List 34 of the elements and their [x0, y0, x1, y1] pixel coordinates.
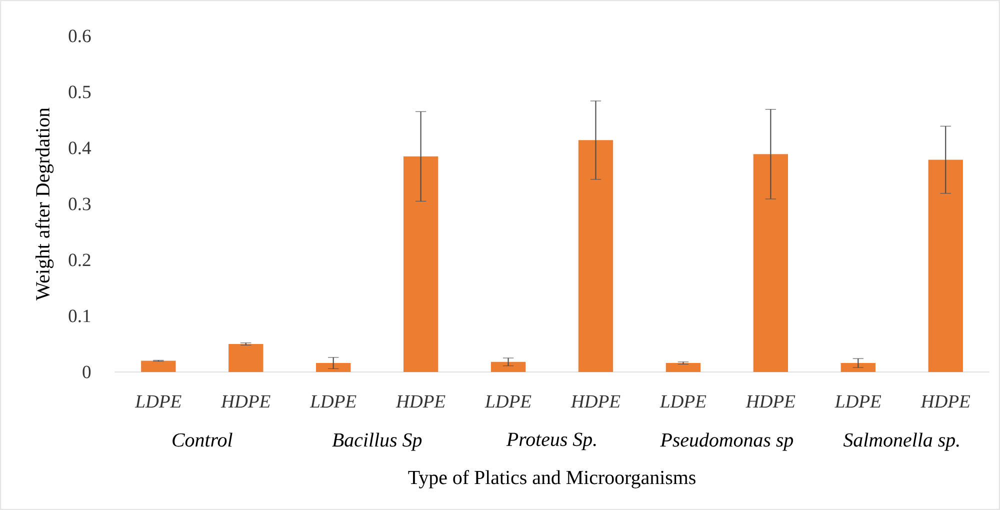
- bar: [490, 362, 526, 372]
- y-tick-label: 0: [82, 366, 91, 378]
- text: Proteus Sp.: [506, 432, 596, 450]
- text: Pseudomonas sp: [660, 432, 794, 451]
- x-tick-label: LDPE: [134, 395, 182, 408]
- x-tick-label: HDPE: [396, 395, 446, 408]
- y-tick-label: 0.5: [68, 86, 91, 98]
- text: Control: [172, 432, 232, 447]
- x-tick-label: HDPE: [746, 395, 796, 408]
- bar: [316, 363, 351, 372]
- x-tick-label: LDPE: [310, 395, 356, 408]
- text: Bacillus Sp: [332, 432, 422, 451]
- y-tick-label: 0.4: [68, 142, 92, 154]
- x-tick-label: LDPE: [834, 395, 882, 408]
- y-tick-label: 0.3: [68, 198, 91, 210]
- x-axis-title: Type of Platics and Microorganisms: [408, 470, 696, 488]
- bar: [753, 154, 788, 372]
- x-tick-label: LDPE: [484, 395, 532, 408]
- bar: [666, 363, 701, 372]
- y-axis-title: Weight after Degrdation: [35, 108, 54, 301]
- bar: [403, 156, 438, 372]
- x-tick-label: HDPE: [920, 395, 970, 408]
- bar: [578, 140, 614, 372]
- x-tick-label: HDPE: [570, 395, 620, 408]
- text: Salmonella sp.: [843, 432, 959, 451]
- bar: [141, 360, 176, 372]
- y-tick-label: 0.1: [68, 310, 90, 322]
- x-tick-label: HDPE: [220, 395, 270, 408]
- y-tick-label: 0.2: [68, 254, 90, 266]
- y-tick-label: 0.6: [68, 30, 91, 42]
- bar: [840, 363, 876, 372]
- x-tick-label: LDPE: [660, 395, 706, 408]
- bar: [928, 160, 963, 372]
- bar: [228, 344, 264, 372]
